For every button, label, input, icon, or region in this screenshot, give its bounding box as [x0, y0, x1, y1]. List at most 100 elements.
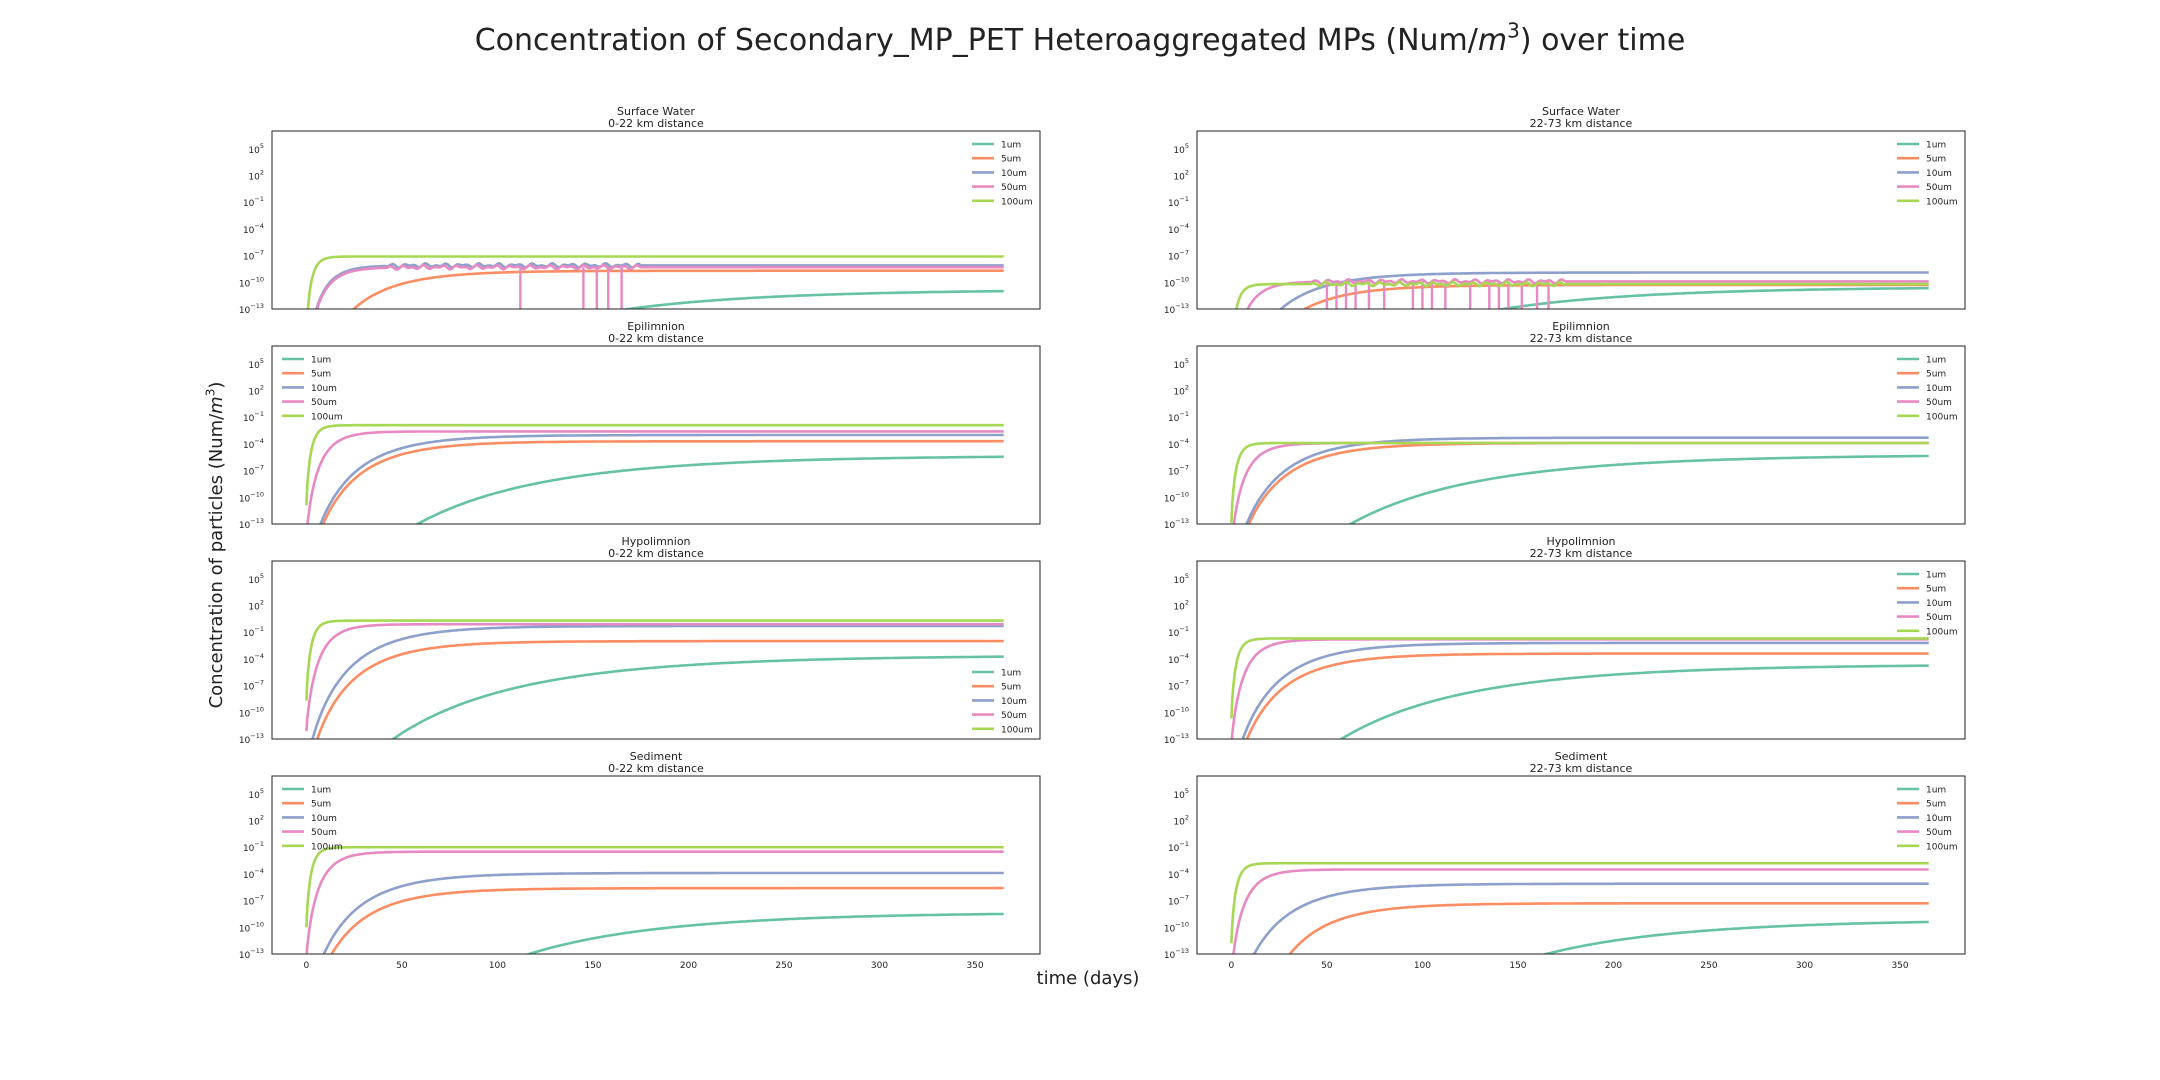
subplot-subtitle: 22-73 km distance — [1530, 332, 1633, 345]
legend-label: 1um — [1926, 141, 1946, 151]
legend-label: 10um — [1926, 169, 1952, 179]
x-tick-label: 0 — [1229, 961, 1235, 971]
x-tick-label: 200 — [1605, 961, 1622, 971]
legend-label: 50um — [311, 398, 337, 408]
y-tick-label: 105 — [248, 572, 264, 586]
series-line-1um — [1338, 664, 1929, 739]
legend-label: 100um — [1926, 842, 1958, 852]
legend: 1um 5um 10um 50um 100um — [282, 356, 343, 422]
x-tick-label: 300 — [871, 961, 888, 971]
y-tick-label: 10−10 — [1164, 705, 1189, 719]
legend-label: 100um — [1001, 197, 1033, 207]
legend-label: 10um — [311, 384, 337, 394]
y-tick-label: 105 — [248, 787, 264, 801]
series-line-10um — [322, 871, 1004, 954]
y-tick-label: 10−1 — [243, 195, 264, 209]
series-line-100um — [305, 845, 1004, 928]
series-line-1um — [1494, 286, 1929, 309]
subplot-subtitle: 22-73 km distance — [1530, 117, 1633, 130]
legend-label: 100um — [1001, 725, 1033, 735]
y-tick-label: 10−4 — [243, 652, 264, 666]
y-tick-label: 10−1 — [1168, 195, 1189, 209]
y-tick-label: 10−10 — [1164, 490, 1189, 504]
y-tick-label: 10−4 — [1168, 222, 1189, 236]
series-group — [1230, 637, 1929, 739]
legend-label: 100um — [1926, 197, 1958, 207]
subplot-title: Surface Water — [617, 105, 695, 118]
y-tick-label: 102 — [1173, 384, 1189, 398]
legend-label: 100um — [311, 412, 343, 422]
legend-label: 1um — [1001, 141, 1021, 151]
y-tick-label: 10−10 — [1164, 275, 1189, 289]
y-tick-label: 102 — [1173, 169, 1189, 183]
legend-label: 1um — [1926, 356, 1946, 366]
legend-label: 10um — [1926, 814, 1952, 824]
y-tick-label: 10−10 — [239, 920, 264, 934]
series-line-5um — [351, 269, 1004, 309]
y-tick-label: 102 — [248, 599, 264, 613]
y-tick-label: 10−10 — [239, 705, 264, 719]
plot-frame — [1196, 560, 1966, 740]
legend-label: 50um — [1926, 828, 1952, 838]
y-tick-label: 10−7 — [243, 249, 264, 263]
subplot-subtitle: 0-22 km distance — [608, 117, 704, 130]
series-group — [305, 845, 1004, 954]
series-line-5um — [315, 639, 1004, 739]
x-tick-label: 50 — [396, 961, 408, 971]
legend-label: 1um — [1001, 669, 1021, 679]
series-line-5um — [330, 886, 1004, 954]
x-tick-label: 300 — [1796, 961, 1813, 971]
legend-label: 10um — [1001, 169, 1027, 179]
series-group — [1230, 436, 1929, 524]
x-tick-label: 350 — [966, 961, 983, 971]
legend-label: 50um — [1926, 613, 1952, 623]
plot-frame — [271, 345, 1041, 525]
legend-label: 100um — [1926, 412, 1958, 422]
x-axis-label: time (days) — [1037, 968, 1140, 989]
series-line-5um — [1288, 902, 1929, 954]
legend: 1um 5um 10um 50um 100um — [282, 786, 343, 852]
x-tick-label: 250 — [775, 961, 792, 971]
series-line-5um — [321, 439, 1004, 524]
series-line-50um — [1246, 277, 1929, 309]
series-line-50um — [315, 263, 1004, 309]
series-group — [305, 423, 1004, 524]
subplot-title: Sediment — [1555, 750, 1608, 763]
series-line-1um — [390, 655, 1004, 739]
legend-label: 5um — [1001, 155, 1021, 165]
y-tick-label: 10−4 — [1168, 437, 1189, 451]
legend-label: 10um — [1001, 697, 1027, 707]
subplot-subtitle: 0-22 km distance — [608, 547, 704, 560]
legend-label: 50um — [1001, 183, 1027, 193]
subplot-subtitle: 22-73 km distance — [1530, 547, 1633, 560]
y-tick-label: 102 — [1173, 599, 1189, 613]
series-line-10um — [315, 262, 1004, 309]
legend-label: 1um — [1926, 571, 1946, 581]
y-tick-label: 10−7 — [1168, 249, 1189, 263]
series-line-1um — [524, 912, 1004, 954]
y-tick-label: 10−7 — [243, 679, 264, 693]
y-tick-label: 105 — [1173, 572, 1189, 586]
y-tick-label: 10−4 — [243, 437, 264, 451]
y-tick-label: 105 — [1173, 787, 1189, 801]
y-tick-label: 10−1 — [1168, 410, 1189, 424]
y-tick-label: 10−10 — [239, 490, 264, 504]
legend: 1um 5um 10um 50um 100um — [1897, 571, 1958, 637]
y-tick-label: 10−7 — [1168, 464, 1189, 478]
y-tick-label: 10−1 — [243, 410, 264, 424]
legend-label: 5um — [1001, 683, 1021, 693]
legend-label: 5um — [1926, 155, 1946, 165]
y-tick-label: 10−13 — [1164, 732, 1189, 746]
subplot-title: Epilimnion — [1552, 320, 1610, 333]
series-line-50um — [305, 850, 1004, 954]
series-line-10um — [1278, 271, 1929, 309]
legend: 1um 5um 10um 50um 100um — [1897, 141, 1958, 207]
series-group — [305, 619, 1004, 739]
legend: 1um 5um 10um 50um 100um — [972, 141, 1033, 207]
series-line-100um — [1230, 861, 1929, 944]
series-line-10um — [311, 624, 1004, 739]
series-line-50um — [305, 622, 1004, 732]
